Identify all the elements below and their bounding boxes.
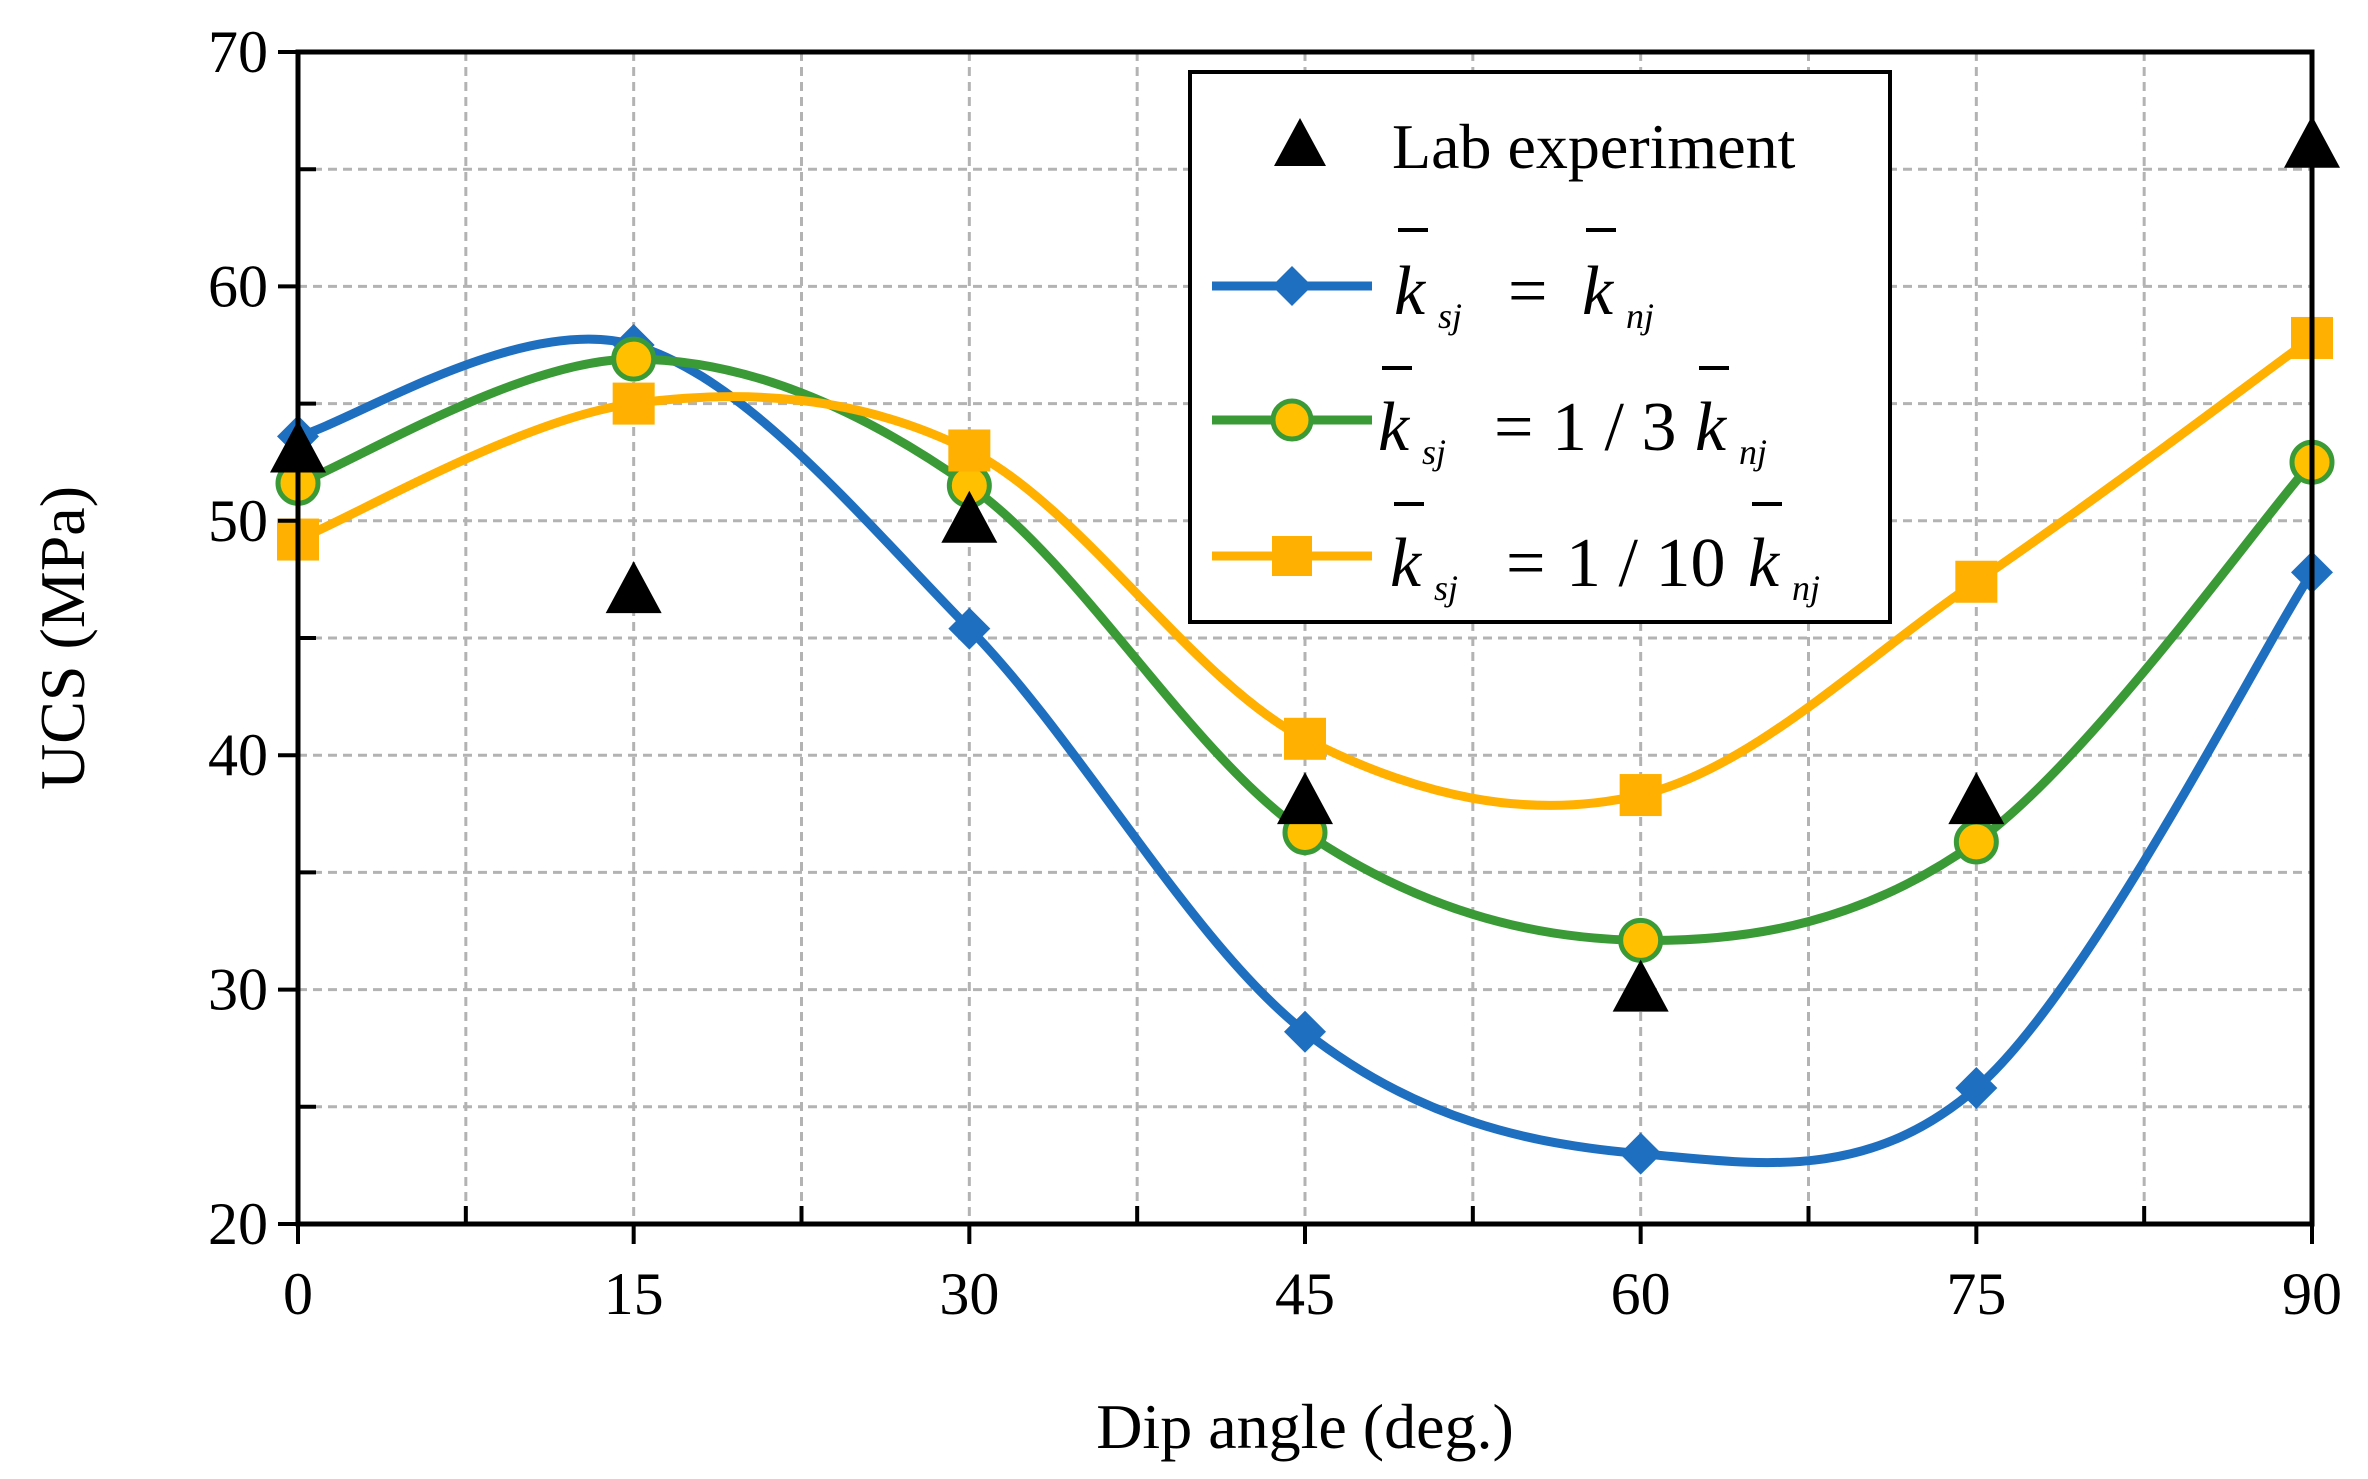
legend-entry-lab-experiment: Lab experiment [1274, 111, 1796, 182]
equals-sign: = [1494, 389, 1533, 466]
square-marker [948, 429, 991, 472]
y-tick-label: 20 [208, 1191, 268, 1257]
coefficient-1-3: 1 / 3 [1552, 389, 1676, 466]
x-tick-label: 30 [939, 1261, 999, 1327]
x-tick-label: 0 [283, 1261, 313, 1327]
x-tick-label: 75 [1946, 1261, 2006, 1327]
subscript-nj: nj [1792, 568, 1820, 608]
equals-sign: = [1508, 253, 1547, 330]
legend-entry-blue: k sj = k nj [1212, 228, 1654, 336]
y-tick-label: 30 [208, 957, 268, 1023]
triangle-marker [1948, 772, 2005, 825]
legend-triangle-marker [1274, 118, 1326, 166]
subscript-sj: sj [1438, 296, 1462, 336]
k-symbol: k [1394, 253, 1427, 330]
square-marker [1619, 774, 1662, 817]
circle-marker [1618, 917, 1664, 963]
x-tick-label: 15 [604, 1261, 664, 1327]
series-markers [270, 115, 2340, 1175]
legend-label-orange: k sj = 1 / 10 k nj [1390, 502, 1820, 608]
y-tick-label: 50 [208, 488, 268, 554]
x-tick-label: 45 [1275, 1261, 1335, 1327]
triangle-marker [1277, 772, 1333, 825]
x-tick-label: 90 [2282, 1261, 2342, 1327]
x-axis-title: Dip angle (deg.) [1096, 1391, 1514, 1462]
x-tick-label: 60 [1611, 1261, 1671, 1327]
y-tick-label: 60 [208, 253, 268, 319]
circle-marker [611, 336, 657, 382]
legend-entry-green: k sj = 1 / 3 k nj [1212, 366, 1767, 472]
legend-label-green: k sj = 1 / 3 k nj [1378, 366, 1767, 472]
legend-label-blue: k sj = k nj [1394, 228, 1654, 336]
axis-ticks [278, 50, 2314, 1244]
triangle-marker [1612, 959, 1669, 1012]
equals-sign: = [1506, 525, 1545, 602]
y-tick-label: 40 [208, 722, 268, 788]
square-marker [612, 382, 655, 425]
k-symbol: k [1695, 389, 1728, 466]
legend-label-lab-experiment: Lab experiment [1392, 111, 1796, 182]
k-symbol: k [1748, 525, 1781, 602]
y-axis-title: UCS (MPa) [27, 486, 98, 790]
diamond-marker [1955, 1067, 1998, 1110]
k-symbol: k [1582, 253, 1615, 330]
subscript-nj: nj [1626, 296, 1654, 336]
subscript-nj: nj [1739, 432, 1767, 472]
k-symbol: k [1390, 525, 1423, 602]
legend-square-marker [1272, 536, 1312, 576]
square-marker [1284, 717, 1326, 760]
coefficient-1-10: 1 / 10 [1566, 525, 1725, 602]
y-tick-labels: 20 30 40 50 60 70 [208, 19, 268, 1257]
square-marker [1955, 560, 1998, 603]
diamond-marker [1619, 1132, 1662, 1175]
legend-entry-orange: k sj = 1 / 10 k nj [1212, 502, 1820, 608]
y-tick-label: 70 [208, 19, 268, 85]
diamond-marker [1284, 1010, 1326, 1053]
k-symbol: k [1378, 389, 1411, 466]
diamond-marker [948, 607, 991, 650]
circle-marker [1953, 819, 1999, 865]
triangle-marker [605, 561, 662, 614]
subscript-sj: sj [1422, 432, 1446, 472]
x-tick-labels: 0 15 30 45 60 75 90 [283, 1261, 2342, 1327]
subscript-sj: sj [1434, 568, 1458, 608]
legend: Lab experiment k sj = k nj k sj [1188, 70, 1892, 624]
triangle-marker [941, 490, 998, 543]
legend-diamond-marker [1272, 266, 1312, 306]
legend-circle-marker [1270, 398, 1314, 442]
